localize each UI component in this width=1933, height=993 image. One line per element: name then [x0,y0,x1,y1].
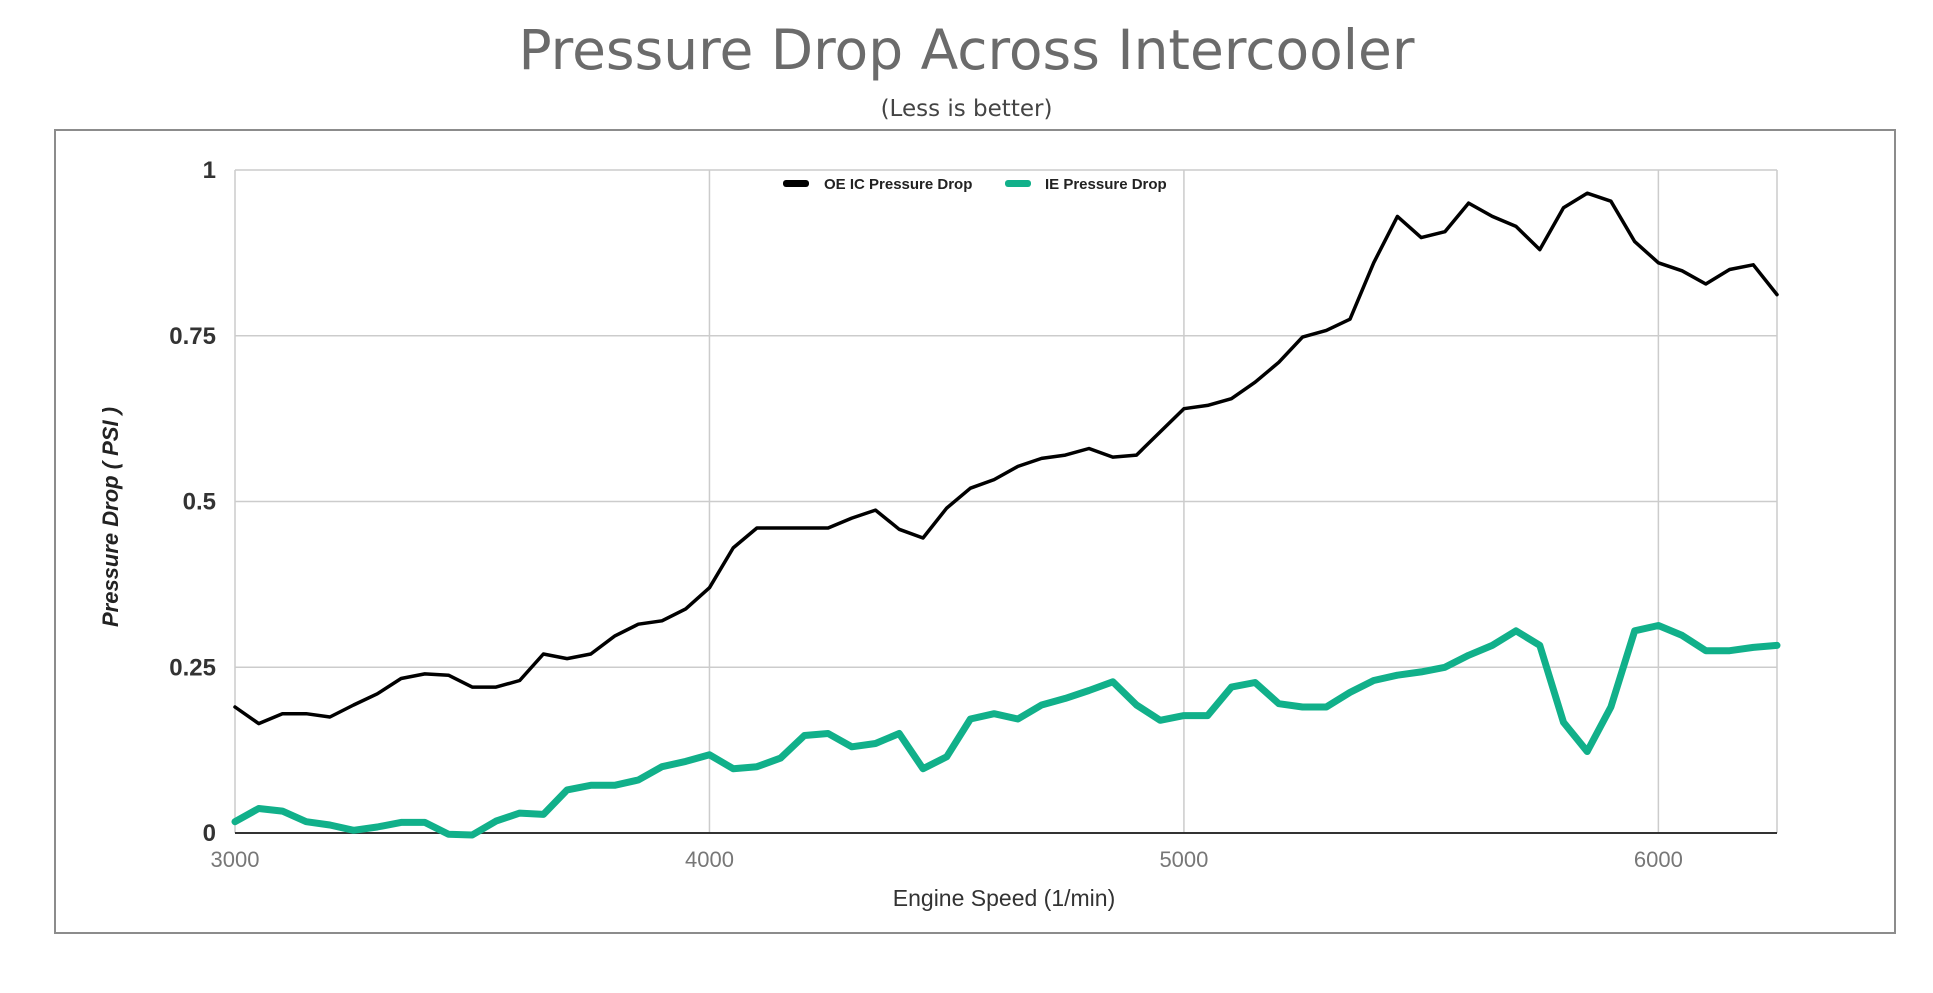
x-axis-label: Engine Speed (1/min) [893,885,1115,911]
y-tick-label: 1 [203,157,216,184]
legend-swatch-ie [1005,180,1031,187]
x-tick-label: 3000 [211,847,260,872]
legend-label-oe: OE IC Pressure Drop [824,176,972,193]
y-tick-label: 0 [203,820,216,847]
legend-label-ie: IE Pressure Drop [1045,176,1167,193]
chart-subtitle: (Less is better) [880,96,1053,122]
y-tick-label: 0.25 [169,654,216,681]
y-tick-label: 0.75 [169,323,216,350]
x-tick-label: 4000 [685,847,734,872]
chart-frame [54,129,1896,934]
y-axis-label: Pressure Drop ( PSI ) [98,407,123,627]
x-tick-label: 5000 [1159,847,1208,872]
x-tick-label: 6000 [1634,847,1683,872]
series-line-ie [231,622,1781,839]
legend-swatch-oe [783,180,809,187]
y-tick-label: 0.5 [183,489,216,516]
chart-title: Pressure Drop Across Intercooler [518,18,1415,82]
series-line-oe-ic [233,191,1779,726]
